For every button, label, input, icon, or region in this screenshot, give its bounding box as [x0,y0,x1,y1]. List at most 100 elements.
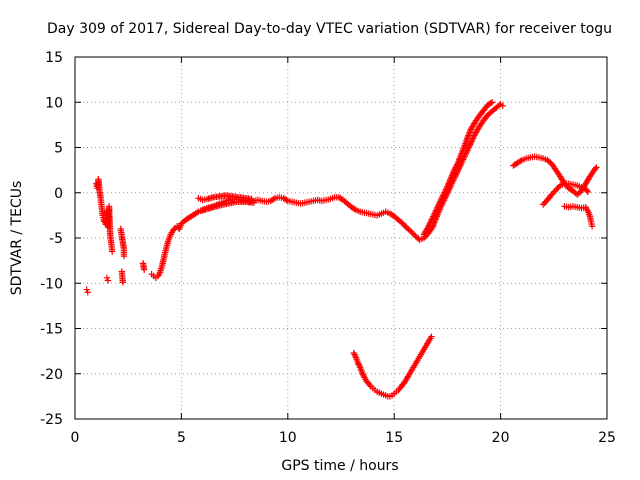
data-point [437,196,445,204]
data-point [443,184,450,192]
data-point [593,164,600,171]
data-point [359,369,366,377]
data-point [592,165,599,172]
data-point [428,216,435,223]
data-point [425,222,433,229]
data-point [466,141,474,148]
data-point [430,211,438,219]
data-point [425,223,432,231]
data-point [426,220,433,228]
data-point [552,186,560,194]
data-point [359,371,367,378]
data-point [442,186,450,193]
data-point [430,213,437,220]
data-point [469,135,477,142]
data-point [487,99,494,107]
data-point [555,183,562,191]
data-point [431,210,438,217]
data-point [584,188,592,196]
data-point [435,201,443,208]
y-tick-label: -15 [40,322,63,338]
data-point [351,352,359,360]
data-point [440,190,448,198]
data-point [84,289,91,296]
data-point [470,133,477,141]
data-point [437,198,444,205]
data-point [432,208,439,216]
data-point [466,142,473,150]
data-point [439,193,446,201]
data-point [548,191,555,198]
data-point [351,205,358,213]
data-point [350,349,357,357]
y-tick-label: 10 [45,95,63,111]
data-point [583,187,590,194]
data-point [351,351,358,358]
data-point [444,183,451,190]
y-tick-label: 15 [45,50,63,66]
data-point [539,201,547,208]
data-point [408,228,415,235]
data-point [442,187,449,195]
y-tick-label: -25 [40,412,63,428]
x-tick-label: 20 [492,430,510,446]
data-point [193,209,201,216]
data-point [444,181,452,189]
data-point [140,266,148,273]
data-point [270,195,277,203]
data-point [434,204,441,211]
data-point [441,189,448,196]
data-point [120,252,128,260]
y-tick-label: 0 [54,186,63,202]
data-point [409,229,416,237]
data-point [551,188,558,195]
data-point [356,362,363,370]
data-point [355,361,362,368]
data-point [488,99,496,106]
data-point [432,207,440,214]
data-point [283,196,290,204]
data-point [354,359,362,367]
data-point [434,202,442,210]
data-point [541,199,548,207]
data-point [499,102,506,110]
data-point [399,220,406,227]
chart-title: Day 309 of 2017, Sidereal Day-to-day VTE… [47,21,612,37]
x-axis-label: GPS time / hours [281,458,398,474]
data-point [495,102,503,109]
data-point [562,182,570,189]
data-point [517,157,524,165]
data-point [104,277,112,284]
data-point [109,248,116,255]
data-point [400,221,408,229]
x-tick-label: 0 [71,430,80,446]
data-point [554,185,561,192]
data-point [429,214,436,222]
y-tick-label: -5 [49,231,63,247]
data-point [360,372,367,380]
data-point [433,205,440,213]
data-point [427,219,434,226]
y-axis-label: SDTVAR / TECUs [9,181,25,296]
x-tick-label: 25 [598,430,616,446]
data-point [439,192,447,199]
y-tick-label: -10 [40,276,63,292]
data-point [467,139,475,147]
data-points [83,99,600,400]
grid [75,57,607,419]
data-point [469,136,476,144]
x-tick-label: 15 [385,430,403,446]
y-tick-label: 5 [54,141,63,157]
data-point [588,223,596,230]
x-tick-label: 10 [279,430,297,446]
data-point [445,180,453,187]
y-tick-label: -20 [40,367,63,383]
data-point [438,195,445,202]
data-point [436,199,443,207]
x-tick-label: 5 [177,430,186,446]
data-point [468,138,475,145]
data-point [549,189,557,197]
data-point [427,217,435,225]
axis-ticks [74,56,608,420]
